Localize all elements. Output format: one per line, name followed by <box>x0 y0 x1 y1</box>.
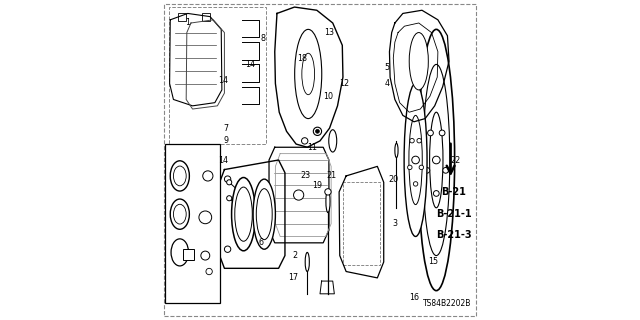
Ellipse shape <box>170 161 189 191</box>
Circle shape <box>419 165 424 170</box>
Ellipse shape <box>409 116 422 204</box>
Circle shape <box>433 191 439 196</box>
Text: 18: 18 <box>298 53 307 62</box>
Ellipse shape <box>253 179 275 249</box>
Ellipse shape <box>329 130 337 152</box>
Text: 7: 7 <box>223 124 228 132</box>
Circle shape <box>206 268 212 275</box>
Text: B-21-3: B-21-3 <box>436 230 472 240</box>
Bar <box>169 7 266 144</box>
Ellipse shape <box>294 29 322 119</box>
Circle shape <box>294 190 304 200</box>
Text: 23: 23 <box>301 172 311 180</box>
Text: 1: 1 <box>185 19 190 28</box>
Circle shape <box>201 251 210 260</box>
Circle shape <box>408 165 412 170</box>
Text: 2: 2 <box>292 251 297 260</box>
Circle shape <box>225 176 231 182</box>
Circle shape <box>439 130 445 136</box>
Ellipse shape <box>173 204 186 224</box>
Text: 22: 22 <box>451 156 461 164</box>
Circle shape <box>203 171 213 181</box>
Text: 3: 3 <box>392 219 397 228</box>
Bar <box>178 13 186 21</box>
Ellipse shape <box>171 239 189 266</box>
Text: 21: 21 <box>326 172 336 180</box>
Ellipse shape <box>418 29 454 291</box>
Text: 19: 19 <box>312 181 322 190</box>
Circle shape <box>424 167 430 173</box>
Text: B-21: B-21 <box>442 187 467 197</box>
Circle shape <box>316 129 319 133</box>
Text: 6: 6 <box>259 238 264 247</box>
Circle shape <box>301 138 308 144</box>
Text: 14: 14 <box>218 76 228 85</box>
Text: 13: 13 <box>324 28 335 37</box>
Text: 9: 9 <box>223 136 228 145</box>
Circle shape <box>410 139 414 143</box>
Text: 5: 5 <box>385 63 390 72</box>
Circle shape <box>227 196 232 201</box>
Ellipse shape <box>302 53 315 95</box>
Bar <box>220 144 346 291</box>
Text: B-21-1: B-21-1 <box>436 209 472 219</box>
Text: TS84B2202B: TS84B2202B <box>423 299 471 308</box>
Text: 4: 4 <box>385 79 389 88</box>
Circle shape <box>225 246 231 252</box>
Circle shape <box>227 180 232 185</box>
Circle shape <box>433 156 440 164</box>
Circle shape <box>413 182 418 186</box>
Ellipse shape <box>173 166 186 186</box>
Bar <box>343 182 380 265</box>
Bar <box>202 13 210 21</box>
Ellipse shape <box>170 199 189 229</box>
Circle shape <box>428 130 433 136</box>
Text: 8: 8 <box>260 35 265 44</box>
Text: 17: 17 <box>288 273 298 282</box>
Ellipse shape <box>429 112 443 208</box>
Text: 14: 14 <box>245 60 255 69</box>
Ellipse shape <box>256 189 272 240</box>
Circle shape <box>417 139 421 143</box>
Text: 20: 20 <box>388 175 398 184</box>
Text: 10: 10 <box>323 92 333 101</box>
Text: 15: 15 <box>428 258 438 267</box>
Text: FR.: FR. <box>186 279 205 289</box>
Circle shape <box>443 167 449 173</box>
Ellipse shape <box>326 190 330 212</box>
Bar <box>164 144 220 303</box>
Ellipse shape <box>404 84 427 236</box>
Bar <box>183 249 194 260</box>
Text: 11: 11 <box>307 143 317 152</box>
Ellipse shape <box>409 33 428 90</box>
Ellipse shape <box>235 187 252 241</box>
Text: 14: 14 <box>218 156 228 164</box>
Text: 16: 16 <box>409 292 419 301</box>
Text: 12: 12 <box>339 79 349 88</box>
Ellipse shape <box>305 252 309 271</box>
Circle shape <box>314 127 321 135</box>
Circle shape <box>324 189 331 195</box>
Ellipse shape <box>423 64 450 256</box>
Circle shape <box>412 156 419 164</box>
Ellipse shape <box>232 178 255 251</box>
Circle shape <box>199 211 212 224</box>
Ellipse shape <box>395 143 398 158</box>
